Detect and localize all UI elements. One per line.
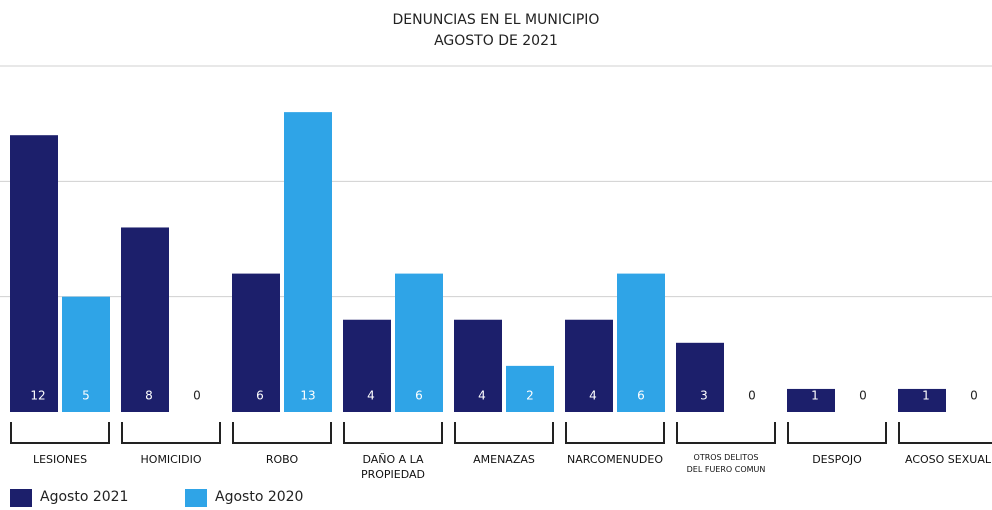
legend-swatch <box>185 489 207 507</box>
chart-title: DENUNCIAS EN EL MUNICIPIO <box>392 12 600 28</box>
bar <box>565 319 613 412</box>
x-tick-label: ACOSO SEXUAL <box>905 453 991 466</box>
legend-label: Agosto 2020 <box>215 489 304 505</box>
bar <box>676 342 724 412</box>
bar <box>232 273 280 412</box>
bracket <box>343 422 443 444</box>
value-label: 2 <box>526 389 534 403</box>
bracket <box>565 422 665 444</box>
value-label: 8 <box>145 389 153 403</box>
bar <box>898 388 946 412</box>
bracket <box>121 422 221 444</box>
value-label: 0 <box>970 389 978 403</box>
value-label: 4 <box>367 389 375 403</box>
bracket <box>898 422 992 444</box>
bracket <box>676 422 776 444</box>
value-label: 6 <box>415 389 423 403</box>
bar <box>284 112 332 412</box>
value-label: 1 <box>922 389 930 403</box>
bar <box>10 135 58 412</box>
value-label: 0 <box>748 389 756 403</box>
bar <box>506 365 554 412</box>
value-label: 6 <box>256 389 264 403</box>
value-label: 0 <box>193 389 201 403</box>
bar <box>454 319 502 412</box>
value-label: 6 <box>637 389 645 403</box>
value-label: 12 <box>30 389 45 403</box>
value-label: 13 <box>300 389 315 403</box>
value-label: 4 <box>589 389 597 403</box>
bar <box>62 296 110 412</box>
bar <box>787 388 835 412</box>
bar <box>395 273 443 412</box>
x-tick-label: DAÑO A LA PROPIEDAD <box>360 453 426 481</box>
value-label: 1 <box>811 389 819 403</box>
bar <box>343 319 391 412</box>
legend-swatch <box>10 489 32 507</box>
bar <box>617 273 665 412</box>
x-tick-label: AMENAZAS <box>473 453 535 466</box>
value-label: 5 <box>82 389 90 403</box>
bracket <box>232 422 332 444</box>
x-tick-label: NARCOMENUDEO <box>567 453 663 466</box>
legend-label: Agosto 2021 <box>40 489 129 505</box>
chart-subtitle: AGOSTO DE 2021 <box>434 33 558 49</box>
bracket <box>454 422 554 444</box>
x-tick-label: ROBO <box>265 453 299 466</box>
bracket <box>787 422 887 444</box>
x-tick-label: HOMICIDIO <box>140 453 202 466</box>
x-tick-label: LESIONES <box>32 453 88 466</box>
bar <box>121 227 169 412</box>
x-tick-label: DESPOJO <box>812 453 862 466</box>
value-label: 4 <box>478 389 486 403</box>
x-tick-label: OTROS DELITOS DEL FUERO COMUN <box>686 453 766 474</box>
value-label: 0 <box>859 389 867 403</box>
value-label: 3 <box>700 389 708 403</box>
bracket <box>10 422 110 444</box>
